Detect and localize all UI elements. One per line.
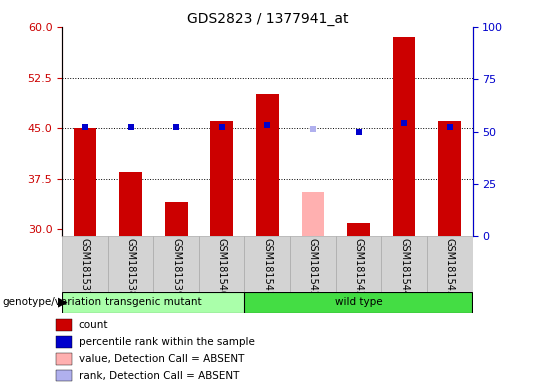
Bar [62,236,107,292]
Bar [290,236,336,292]
Bar [153,236,199,292]
Text: GSM181542: GSM181542 [308,238,318,297]
Text: genotype/variation: genotype/variation [3,297,102,308]
Bar [427,236,472,292]
Text: GSM181540: GSM181540 [217,238,227,297]
Text: ▶: ▶ [58,296,68,309]
Text: rank, Detection Call = ABSENT: rank, Detection Call = ABSENT [79,371,239,381]
Bar [245,236,290,292]
Bar [393,37,415,236]
Title: GDS2823 / 1377941_at: GDS2823 / 1377941_at [186,12,348,26]
Text: percentile rank within the sample: percentile rank within the sample [79,337,255,347]
Text: transgenic mutant: transgenic mutant [105,297,201,308]
Bar [56,319,72,331]
Text: GSM181545: GSM181545 [445,238,455,297]
Text: count: count [79,320,109,330]
Text: value, Detection Call = ABSENT: value, Detection Call = ABSENT [79,354,244,364]
Bar [336,236,381,292]
Text: GSM181537: GSM181537 [80,238,90,297]
Bar [56,336,72,348]
Text: GSM181543: GSM181543 [354,238,363,297]
Bar [438,121,461,236]
Bar [347,223,370,236]
Text: wild type: wild type [335,297,382,308]
Bar [381,236,427,292]
Bar [119,172,142,236]
Text: GSM181539: GSM181539 [171,238,181,297]
Bar [56,353,72,365]
Bar [301,192,325,236]
Bar [56,370,72,381]
Bar [245,292,472,313]
Bar [199,236,245,292]
Bar [73,128,96,236]
Bar [62,292,245,313]
Bar [210,121,233,236]
Bar [165,202,187,236]
Bar [107,236,153,292]
Bar [256,94,279,236]
Text: GSM181538: GSM181538 [125,238,136,297]
Text: GSM181541: GSM181541 [262,238,272,297]
Text: GSM181544: GSM181544 [399,238,409,297]
